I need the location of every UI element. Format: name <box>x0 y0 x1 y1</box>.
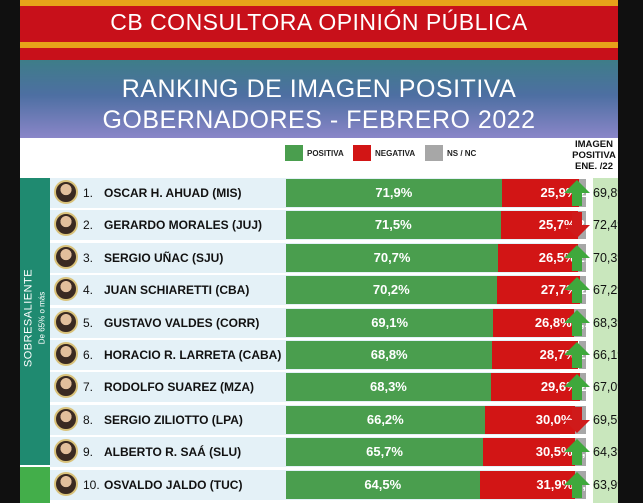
bar-positive: 68,3% <box>286 373 491 402</box>
previous-value: 63,9% <box>593 477 618 492</box>
table-row: 3.SERGIO UÑAC (SJU)70,7%26,5%2,870,3% <box>50 242 618 273</box>
previous-value: 69,5% <box>593 412 618 427</box>
table-row: 5.GUSTAVO VALDES (CORR)69,1%26,8%4,168,3… <box>50 307 618 338</box>
rank-number: 2. <box>83 218 94 233</box>
avatar <box>54 374 78 399</box>
previous-value: 67,0% <box>593 380 618 395</box>
governor-name: SERGIO UÑAC (SJU) <box>104 250 224 265</box>
arrow-up-icon <box>564 277 590 304</box>
chart-title-line-2: GOBERNADORES - FEBRERO 2022 <box>102 106 536 134</box>
table-row: 7.RODOLFO SUAREZ (MZA)68,3%29,6%2,167,0% <box>50 372 618 403</box>
previous-value: 72,4% <box>593 218 618 233</box>
table-row: 4.JUAN SCHIARETTI (CBA)70,2%27,7%2,167,2… <box>50 275 618 306</box>
previous-value: 66,1% <box>593 348 618 362</box>
previous-value: 68,3% <box>593 315 618 330</box>
bar-positive: 70,2% <box>286 276 497 305</box>
rank-number: 4. <box>83 283 94 298</box>
table-row: 2.GERARDO MORALES (JUJ)71,5%25,7%2,872,4… <box>50 210 618 241</box>
rank-number: 5. <box>83 315 94 330</box>
category-band-sobresaliente <box>20 178 50 465</box>
governor-name: GUSTAVO VALDES (CORR) <box>104 315 260 330</box>
governor-name: JUAN SCHIARETTI (CBA) <box>104 283 250 298</box>
bar-negative: 26,8% <box>493 308 574 337</box>
avatar <box>54 406 78 431</box>
previous-value: 67,2% <box>593 283 618 298</box>
bar-negative: 31,9% <box>479 470 576 499</box>
previous-value: 69,8% <box>593 186 618 200</box>
legend-label-negative: NEGATIVA <box>375 149 416 158</box>
rank-number: 8. <box>83 412 94 427</box>
avatar <box>54 342 78 366</box>
rank-number: 6. <box>83 348 94 362</box>
legend-label-ns: NS / NC <box>447 149 477 158</box>
brand-banner: CB CONSULTORA OPINIÓN PÚBLICA <box>20 0 618 60</box>
bar-positive: 71,9% <box>286 179 502 207</box>
governor-name: GERARDO MORALES (JUJ) <box>104 218 263 233</box>
table-row: 6.HORACIO R. LARRETA (CABA)68,8%28,7%2,5… <box>50 340 618 370</box>
bar-positive: 71,5% <box>286 211 501 240</box>
brand-title: CB CONSULTORA OPINIÓN PÚBLICA <box>110 9 528 35</box>
bar-positive: 70,7% <box>286 243 499 272</box>
category-title: SOBRESALIENTE <box>22 268 35 368</box>
brand-stripe <box>20 42 618 48</box>
previous-month-header: IMAGEN POSITIVA ENE. /22 <box>566 139 618 172</box>
arrow-up-icon <box>564 471 590 498</box>
governor-name: OSVALDO JALDO (TUC) <box>104 477 243 492</box>
avatar <box>54 471 78 496</box>
ranking-rows: 1.OSCAR H. AHUAD (MIS)71,9%25,9%2,269,8%… <box>50 178 618 503</box>
previous-values-column <box>593 178 618 503</box>
bar-positive: 65,7% <box>286 438 484 467</box>
avatar <box>54 212 78 237</box>
arrow-up-icon <box>564 180 590 206</box>
arrow-up-icon <box>564 439 590 466</box>
chart-title-line-1: RANKING DE IMAGEN POSITIVA <box>121 75 517 103</box>
avatar <box>54 180 78 204</box>
rank-number: 10. <box>83 477 100 492</box>
bar-negative: 30,5% <box>483 438 575 467</box>
previous-value: 64,3% <box>593 445 618 460</box>
avatar <box>54 439 78 464</box>
bar-negative: 30,0% <box>484 405 575 434</box>
arrow-down-icon <box>564 406 590 433</box>
rank-number: 1. <box>83 186 94 200</box>
governor-name: OSCAR H. AHUAD (MIS) <box>104 186 242 200</box>
infographic: CB CONSULTORA OPINIÓN PÚBLICA RANKING DE… <box>20 0 618 503</box>
chart-header: RANKING DE IMAGEN POSITIVA GOBERNADORES … <box>20 60 618 138</box>
legend-swatch-ns <box>425 145 443 161</box>
table-row: 8.SERGIO ZILIOTTO (LPA)66,2%30,0%3,869,5… <box>50 404 618 435</box>
previous-header-line-1: IMAGEN <box>575 139 613 150</box>
governor-name: RODOLFO SUAREZ (MZA) <box>104 380 254 395</box>
previous-header-line-3: ENE. /22 <box>574 161 614 172</box>
bar-positive: 69,1% <box>286 308 494 337</box>
arrow-up-icon <box>564 309 590 336</box>
previous-value: 70,3% <box>593 250 618 265</box>
avatar <box>54 309 78 334</box>
category-subtitle: De 65% o más <box>37 291 47 345</box>
governor-name: SERGIO ZILIOTTO (LPA) <box>104 412 243 427</box>
brand-top-stripe <box>20 0 618 6</box>
category-band-label: SOBRESALIENTE De 65% o más <box>23 175 49 462</box>
bar-positive: 64,5% <box>286 470 480 499</box>
rank-number: 7. <box>83 380 94 395</box>
bar-positive: 66,2% <box>286 405 485 434</box>
bar-positive: 68,8% <box>286 341 493 369</box>
table-row: 9.ALBERTO R. SAÁ (SLU)65,7%30,5%3,864,3% <box>50 437 618 468</box>
table-row: 10.OSVALDO JALDO (TUC)64,5%31,9%3,663,9% <box>50 469 618 500</box>
previous-header-line-2: POSITIVA <box>572 150 616 161</box>
avatar <box>54 277 78 302</box>
table-row: 1.OSCAR H. AHUAD (MIS)71,9%25,9%2,269,8% <box>50 178 618 208</box>
governor-name: HORACIO R. LARRETA (CABA) <box>104 348 282 362</box>
arrow-down-icon <box>564 212 590 239</box>
governor-name: ALBERTO R. SAÁ (SLU) <box>104 445 242 460</box>
legend-label-positive: POSITIVA <box>307 149 344 158</box>
arrow-up-icon <box>564 342 590 368</box>
arrow-up-icon <box>564 374 590 401</box>
avatar <box>54 244 78 269</box>
legend-swatch-negative <box>353 145 371 161</box>
legend-swatch-positive <box>285 145 303 161</box>
arrow-up-icon <box>564 244 590 271</box>
rank-number: 9. <box>83 445 94 460</box>
rank-number: 3. <box>83 250 94 265</box>
category-band-next <box>20 467 50 503</box>
